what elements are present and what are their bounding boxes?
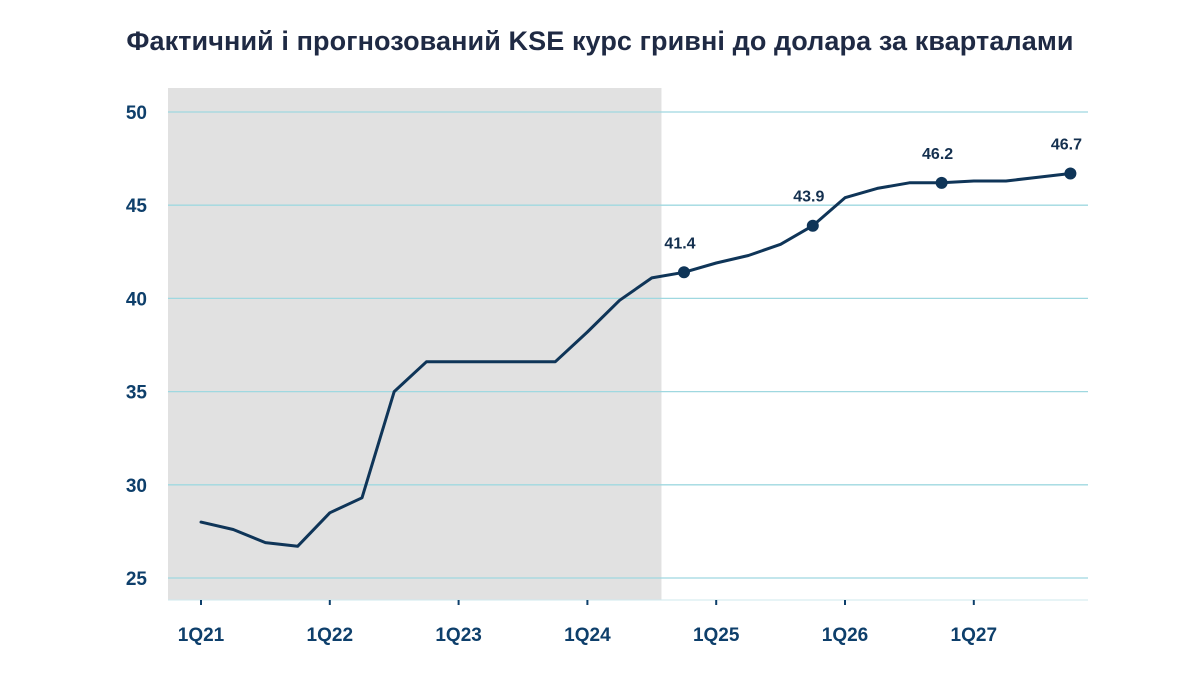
y-tick-label: 25 [126, 569, 148, 590]
x-tick-label: 1Q25 [693, 625, 740, 646]
series-line [199, 172, 1072, 548]
chart-title: Фактичний і прогнозований KSE курс гривн… [126, 26, 1074, 56]
marker-layer: 41.4 43.9 46.2 46.7 [664, 137, 1082, 279]
y-tick-label: 40 [126, 289, 147, 310]
series-layer [199, 172, 1072, 548]
x-tick-label: 1Q23 [435, 625, 481, 646]
gridlines [168, 111, 1088, 579]
data-point-marker [935, 176, 948, 189]
y-tick-label: 30 [126, 476, 147, 497]
data-label: 46.7 [1051, 137, 1082, 154]
x-tick-label: 1Q21 [178, 625, 225, 646]
data-point-marker [1064, 167, 1077, 180]
y-tick-label: 45 [126, 196, 148, 217]
y-axis-ticks: 25 30 35 40 45 50 [126, 103, 148, 590]
y-tick-label: 50 [126, 103, 147, 124]
x-tick-label: 1Q26 [822, 625, 868, 646]
data-label: 46.2 [922, 146, 953, 163]
data-label: 41.4 [664, 235, 695, 252]
data-point-marker [806, 219, 819, 232]
x-tick-label: 1Q22 [307, 625, 353, 646]
x-tick-label: 1Q24 [564, 625, 611, 646]
data-point-marker [678, 266, 690, 279]
x-axis: 1Q21 1Q22 1Q23 1Q24 1Q25 1Q26 1Q27 [168, 599, 1088, 646]
actual-period-shading [168, 88, 662, 600]
data-label: 43.9 [793, 189, 824, 206]
y-tick-label: 35 [126, 383, 148, 404]
x-tick-label: 1Q27 [951, 625, 997, 646]
